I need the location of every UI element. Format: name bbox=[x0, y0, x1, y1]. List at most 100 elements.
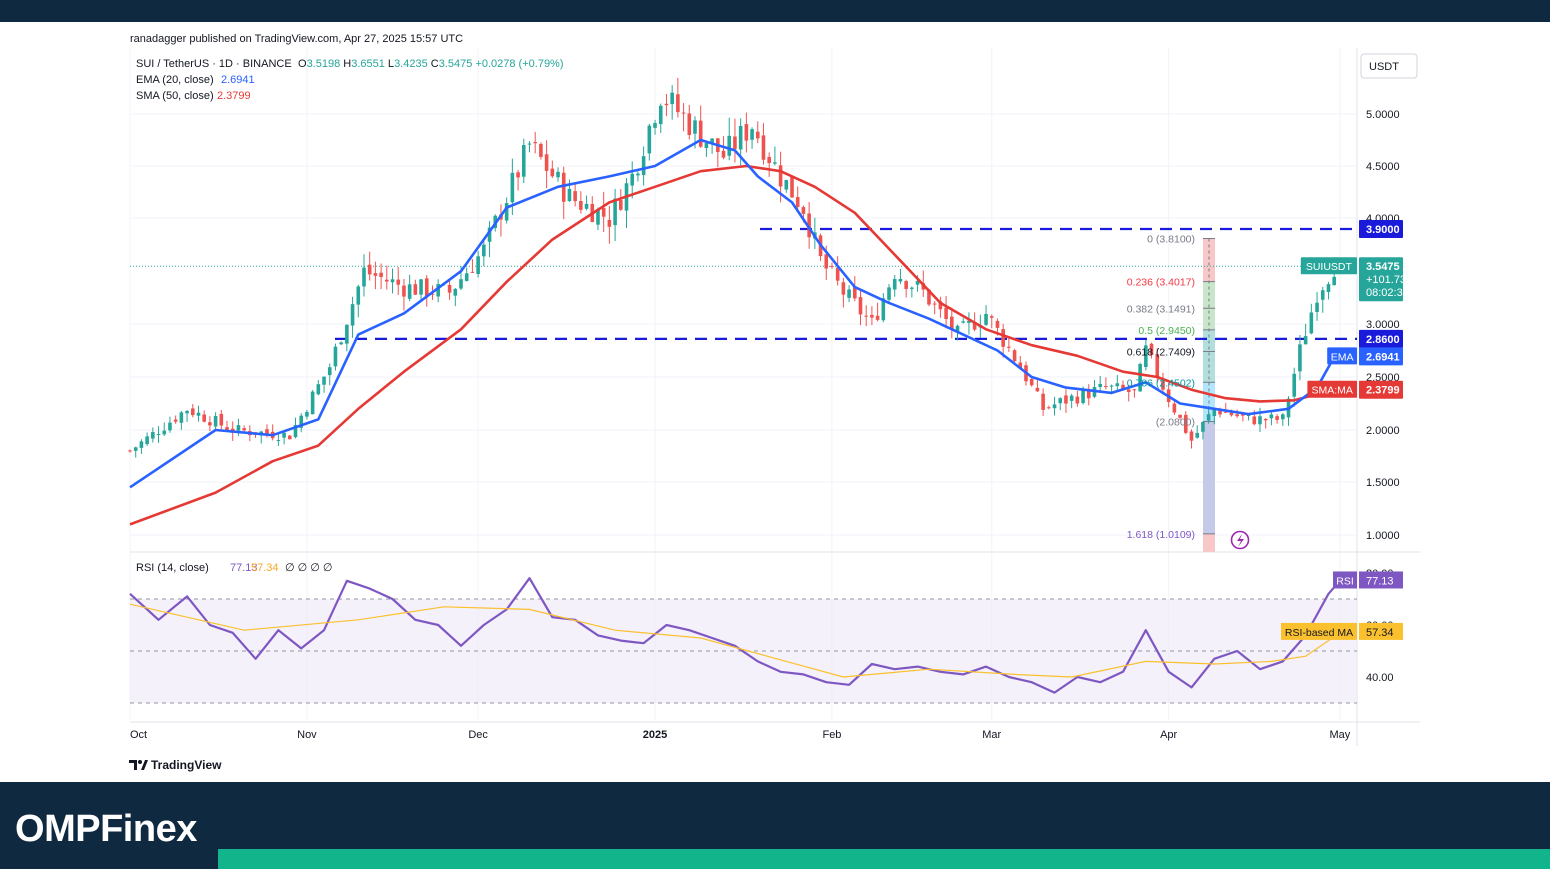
candle-body bbox=[162, 430, 167, 435]
candle-body bbox=[733, 136, 737, 149]
candle-body bbox=[1001, 329, 1005, 347]
candle-body bbox=[1263, 418, 1268, 421]
candle-body bbox=[864, 315, 868, 317]
candle-body bbox=[875, 315, 880, 320]
candle-body bbox=[658, 105, 663, 125]
brand-accent-strip bbox=[218, 849, 1550, 869]
fib-label: 0.382 (3.1491) bbox=[1127, 303, 1195, 315]
candle-body bbox=[1081, 389, 1085, 403]
candle-body bbox=[1121, 384, 1125, 389]
sma-tag-label-bg bbox=[1307, 380, 1357, 398]
rsi-ma-tag-value: 57.34 bbox=[1366, 627, 1394, 639]
rsi-tag-label: RSI bbox=[1336, 575, 1354, 587]
candle-body bbox=[333, 346, 338, 367]
axes: 5.00004.50004.00003.00002.50002.00001.50… bbox=[130, 109, 1400, 741]
candle-body bbox=[1332, 276, 1336, 286]
sma-tag-bg bbox=[1359, 380, 1403, 399]
x-tick: Dec bbox=[468, 729, 488, 741]
fib-zone bbox=[1203, 533, 1215, 552]
ema-tag-text: 2.6941 bbox=[1366, 351, 1400, 363]
top-bar bbox=[0, 0, 1550, 22]
x-tick: Nov bbox=[297, 729, 317, 741]
candle-body bbox=[641, 156, 646, 176]
candle-body bbox=[950, 316, 954, 330]
candle-body bbox=[938, 301, 943, 310]
candle-body bbox=[1012, 350, 1017, 362]
candle-body bbox=[179, 412, 184, 423]
candle-body bbox=[145, 436, 149, 445]
rsi-tick: 40.00 bbox=[1366, 672, 1394, 684]
candle-body bbox=[727, 135, 732, 156]
candle-body bbox=[1052, 404, 1057, 409]
candle-body bbox=[1292, 373, 1297, 397]
candle-body bbox=[1149, 343, 1154, 355]
candle-body bbox=[185, 410, 189, 414]
candle-body bbox=[761, 135, 766, 160]
price-tick: 2.0000 bbox=[1366, 425, 1400, 437]
candles bbox=[128, 77, 1336, 458]
indicator-lines bbox=[129, 138, 1336, 526]
candle-body bbox=[151, 432, 155, 439]
level-tag-text: 3.9000 bbox=[1366, 224, 1400, 236]
candle-body bbox=[1195, 432, 1200, 438]
candle-body bbox=[801, 207, 806, 214]
ema-tag-label-bg bbox=[1327, 347, 1357, 365]
candle-body bbox=[1269, 414, 1274, 419]
candle-body bbox=[482, 244, 486, 257]
candle-body bbox=[242, 428, 246, 431]
ema-line bbox=[129, 138, 1336, 489]
candle-body bbox=[487, 227, 492, 242]
candle-body bbox=[139, 441, 144, 448]
candle-body bbox=[573, 191, 577, 202]
candle-body bbox=[1201, 421, 1205, 432]
candle-body bbox=[755, 131, 760, 139]
ohlc-value: 3.4235 bbox=[394, 58, 428, 70]
candle-body bbox=[424, 278, 429, 297]
candle-body bbox=[778, 165, 783, 187]
brand-logo: OMPFinex bbox=[15, 808, 197, 851]
candle-body bbox=[972, 322, 977, 330]
candle-body bbox=[310, 391, 315, 415]
sma-tag-text: 2.3799 bbox=[1366, 385, 1400, 397]
candle-body bbox=[630, 173, 635, 186]
candle-body bbox=[1018, 362, 1023, 369]
candle-body bbox=[1007, 346, 1011, 348]
candle-body bbox=[870, 314, 874, 318]
candle-body bbox=[196, 412, 201, 416]
candle-body bbox=[190, 408, 195, 416]
brand-text: OMPFinex bbox=[15, 808, 197, 850]
currency-label: USDT bbox=[1369, 61, 1399, 73]
tradingview-logo-text: TradingView bbox=[151, 758, 222, 772]
x-tick: Mar bbox=[982, 729, 1001, 741]
candle-body bbox=[704, 143, 709, 149]
candle-body bbox=[1144, 345, 1148, 368]
currency-button[interactable] bbox=[1360, 53, 1418, 79]
candle-body bbox=[915, 280, 920, 285]
candle-body bbox=[1126, 389, 1131, 393]
sma-tag-label: SMA:MA bbox=[1311, 385, 1352, 397]
candle-body bbox=[407, 284, 412, 299]
candle-body bbox=[601, 207, 606, 217]
candle-body bbox=[430, 293, 435, 295]
rsi-ma-tag-label: RSI-based MA bbox=[1285, 627, 1353, 639]
candle-body bbox=[1309, 312, 1314, 334]
candle-body bbox=[1098, 383, 1102, 388]
candle-body bbox=[841, 282, 846, 295]
fib-label: 0.786 (2.4502) bbox=[1127, 377, 1195, 389]
rsi-ma-line bbox=[129, 603, 1341, 678]
candle-body bbox=[1035, 387, 1040, 392]
candle-body bbox=[773, 162, 777, 164]
candle-body bbox=[835, 267, 840, 281]
candle-body bbox=[459, 279, 463, 289]
candle-body bbox=[824, 254, 829, 269]
candle-body bbox=[390, 279, 395, 283]
candle-body bbox=[527, 143, 532, 145]
candle-body bbox=[1104, 385, 1108, 387]
candle-body bbox=[1326, 284, 1331, 292]
x-tick: Apr bbox=[1160, 729, 1177, 741]
candle-body bbox=[219, 413, 224, 426]
ema-tag-bg bbox=[1359, 347, 1403, 366]
fib-label: (2.0800) bbox=[1156, 417, 1195, 429]
lightning-icon[interactable] bbox=[1230, 530, 1250, 550]
